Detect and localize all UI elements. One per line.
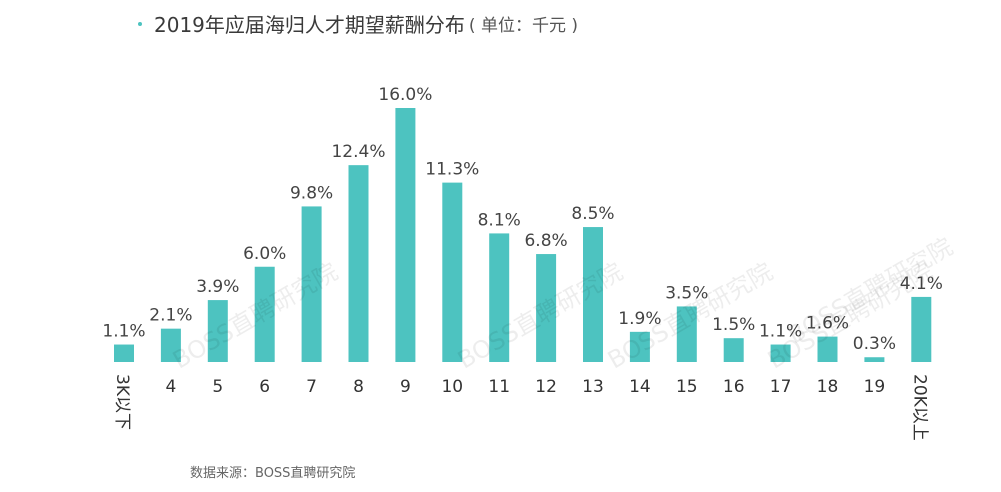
data-label-15: 1.6%	[806, 314, 849, 334]
chart-title-row: 2019年应届海归人才期望薪酬分布 ( 单位：千元 )	[138, 6, 578, 40]
tick-label-10: 13	[582, 377, 604, 397]
tick-label-2: 5	[212, 377, 223, 397]
tick-label-4: 7	[306, 377, 317, 397]
bar-17	[911, 296, 932, 362]
tick-label-7: 10	[441, 377, 463, 397]
data-label-10: 8.5%	[571, 204, 614, 224]
tick-label-5: 8	[353, 377, 364, 397]
data-label-3: 6.0%	[243, 244, 286, 264]
tick-label-0: 3K以下	[112, 374, 132, 430]
tick-label-15: 18	[817, 377, 839, 397]
bar-5	[348, 165, 369, 362]
data-label-16: 0.3%	[853, 334, 896, 354]
data-label-17: 4.1%	[900, 274, 943, 294]
data-label-5: 12.4%	[331, 142, 385, 162]
tick-label-12: 15	[676, 377, 698, 397]
data-label-4: 9.8%	[290, 183, 333, 203]
title-bullet-icon	[138, 22, 142, 26]
data-label-8: 8.1%	[478, 210, 521, 230]
bar-15	[817, 336, 838, 362]
bar-2	[207, 300, 228, 362]
data-label-0: 1.1%	[102, 322, 145, 342]
bar-6	[395, 108, 416, 362]
bar-12	[676, 306, 697, 362]
tick-label-8: 11	[488, 377, 510, 397]
bar-7	[442, 182, 463, 362]
data-label-13: 1.5%	[712, 315, 755, 335]
tick-label-17: 20K以上	[909, 374, 929, 441]
tick-label-11: 14	[629, 377, 651, 397]
bar-14	[770, 344, 791, 362]
bar-4	[301, 206, 322, 362]
bar-13	[723, 338, 744, 362]
tick-label-9: 12	[535, 377, 557, 397]
data-label-12: 3.5%	[665, 283, 708, 303]
data-label-14: 1.1%	[759, 322, 802, 342]
bar-9	[536, 254, 557, 362]
tick-label-14: 17	[770, 377, 792, 397]
tick-label-1: 4	[165, 377, 176, 397]
bar-11	[629, 331, 650, 362]
data-label-7: 11.3%	[425, 160, 479, 180]
data-label-1: 2.1%	[149, 306, 192, 326]
data-label-2: 3.9%	[196, 277, 239, 297]
tick-label-13: 16	[723, 377, 745, 397]
chart-unit: ( 单位：千元 )	[468, 15, 578, 36]
bar-1	[160, 328, 181, 362]
bar-8	[489, 233, 510, 362]
bar-3	[254, 266, 275, 362]
bar-0	[114, 344, 134, 362]
data-label-9: 6.8%	[524, 231, 567, 251]
bar-10	[583, 227, 603, 362]
bar-16	[864, 357, 885, 362]
chart-title: 2019年应届海归人才期望薪酬分布	[154, 12, 465, 37]
tick-label-6: 9	[400, 377, 411, 397]
tick-label-16: 19	[864, 377, 886, 397]
data-source: 数据来源：BOSS直聘研究院	[190, 466, 356, 481]
tick-label-3: 6	[259, 377, 270, 397]
data-label-6: 16.0%	[378, 85, 432, 105]
data-label-11: 1.9%	[618, 309, 661, 329]
